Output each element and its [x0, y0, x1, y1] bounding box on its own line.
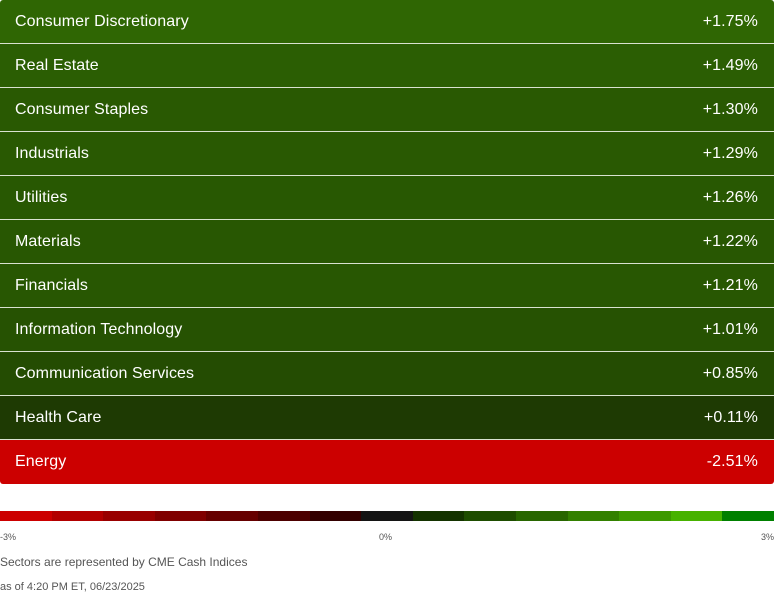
sector-change: -2.51%: [706, 453, 758, 470]
scale-mid-label: 0%: [379, 532, 393, 542]
scale-segment: [206, 511, 258, 521]
sector-row[interactable]: Health Care +0.11%: [0, 396, 774, 440]
sector-row[interactable]: Utilities +1.26%: [0, 176, 774, 220]
sector-name: Industrials: [15, 144, 90, 162]
sector-change: +1.75%: [702, 12, 758, 30]
sector-name: Information Technology: [15, 320, 183, 338]
scale-segment: [567, 511, 620, 521]
scale-segment: [154, 511, 207, 521]
sector-change: +1.30%: [702, 100, 758, 118]
scale-segment: [412, 511, 465, 521]
sector-row[interactable]: Communication Services +0.85%: [0, 352, 774, 396]
scale-segment: [103, 511, 155, 521]
sector-row[interactable]: Information Technology +1.01%: [0, 308, 774, 352]
sector-row[interactable]: Materials +1.22%: [0, 220, 774, 264]
sector-change: +1.49%: [702, 56, 758, 74]
scale-segment: [257, 511, 310, 521]
sector-change: +1.26%: [702, 188, 758, 206]
sector-change: +0.11%: [703, 408, 758, 426]
timestamp: as of 4:20 PM ET, 06/23/2025: [0, 581, 145, 593]
sector-name: Utilities: [15, 188, 68, 206]
scale-min-label: -3%: [0, 532, 17, 542]
scale-segment: [515, 511, 568, 521]
sector-name: Health Care: [15, 408, 102, 426]
sector-name: Energy: [15, 453, 67, 470]
scale-segment: [51, 511, 104, 521]
sector-name: Real Estate: [15, 56, 99, 74]
scale-segment: [361, 511, 413, 521]
sector-row[interactable]: Consumer Staples +1.30%: [0, 88, 774, 132]
sector-name: Materials: [15, 232, 81, 250]
sector-row[interactable]: Consumer Discretionary +1.75%: [0, 0, 774, 44]
sector-name: Consumer Discretionary: [15, 12, 189, 30]
sector-change: +0.85%: [702, 364, 758, 382]
color-scale-labels: -3% 0% 3%: [0, 532, 774, 546]
source-note: Sectors are represented by CME Cash Indi…: [0, 555, 248, 569]
sector-change: +1.01%: [702, 320, 758, 338]
sector-row[interactable]: Energy -2.51%: [0, 440, 774, 484]
sector-change: +1.22%: [702, 232, 758, 250]
scale-segment: [670, 511, 723, 521]
scale-max-label: 3%: [760, 532, 774, 542]
sector-name: Consumer Staples: [15, 100, 149, 118]
scale-segment: [309, 511, 362, 521]
sector-row[interactable]: Industrials +1.29%: [0, 132, 774, 176]
sector-change: +1.21%: [702, 276, 758, 294]
scale-segment: [619, 511, 671, 521]
sector-change: +1.29%: [702, 144, 758, 162]
sector-name: Communication Services: [15, 364, 195, 382]
sector-list: Consumer Discretionary +1.75% Real Estate +…: [0, 0, 774, 484]
sector-name: Financials: [15, 276, 89, 294]
color-scale-bar: [0, 511, 774, 521]
sector-row[interactable]: Real Estate +1.49%: [0, 44, 774, 88]
scale-segment: [0, 511, 52, 521]
scale-segment: [464, 511, 516, 521]
scale-segment: [722, 511, 774, 521]
sector-row[interactable]: Financials +1.21%: [0, 264, 774, 308]
